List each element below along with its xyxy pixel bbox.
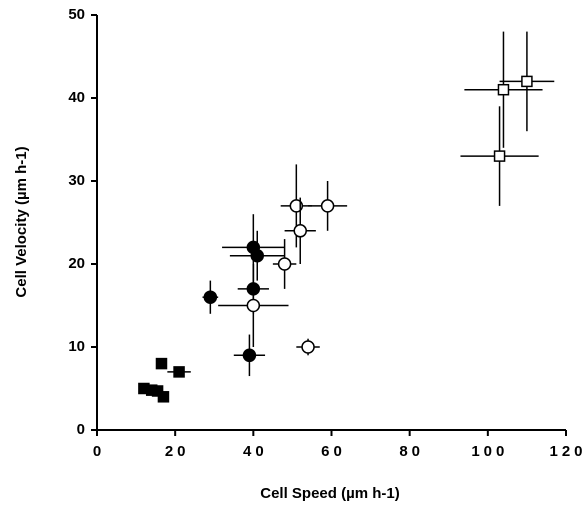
point	[173, 366, 185, 378]
y-axis-label: Cell Velocity (µm h-1)	[13, 146, 30, 297]
point	[293, 224, 307, 238]
point	[157, 391, 170, 403]
x-tick-label: 20	[165, 443, 190, 460]
point	[320, 199, 335, 213]
x-tick-label: 120	[549, 443, 584, 460]
point	[289, 199, 304, 213]
x-tick-label: 0	[93, 443, 105, 460]
y-tick-label: 30	[68, 172, 85, 189]
point	[246, 298, 261, 313]
point	[250, 248, 264, 263]
x-tick-label: 40	[243, 443, 268, 460]
point	[301, 340, 315, 354]
point	[242, 348, 257, 363]
y-tick-label: 50	[68, 6, 85, 23]
point	[203, 290, 218, 304]
point	[277, 257, 292, 271]
y-tick-label: 40	[68, 89, 85, 106]
x-axis-label: Cell Speed (µm h-1)	[260, 485, 400, 502]
point	[497, 83, 510, 96]
point	[521, 75, 533, 88]
point	[151, 385, 164, 397]
y-tick-label: 20	[68, 255, 85, 272]
x-tick-label: 100	[471, 443, 508, 460]
x-tick-label: 80	[399, 443, 424, 460]
x-tick-label: 60	[321, 443, 346, 460]
y-tick-label: 10	[68, 338, 85, 355]
point	[493, 150, 506, 162]
y-tick-label: 0	[77, 421, 85, 438]
point	[155, 357, 168, 370]
